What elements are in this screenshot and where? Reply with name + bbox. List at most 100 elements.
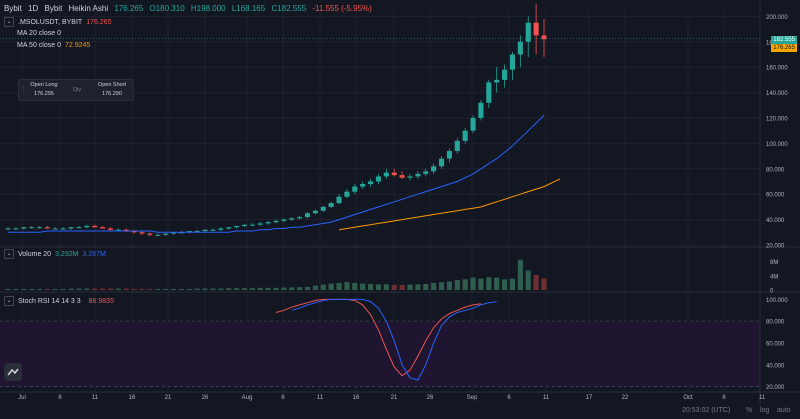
price-tick-label: 120.000 <box>766 116 788 122</box>
volume-bar <box>202 288 208 290</box>
candle-body <box>383 172 389 177</box>
volume-bar <box>360 283 366 290</box>
volume-bar <box>107 288 114 290</box>
volume-bar <box>438 282 445 290</box>
ohlc-change: -11.555 (-5.95%) <box>312 4 372 13</box>
stoch-d-line <box>275 298 481 377</box>
stoch-tick-label: 80.000 <box>766 320 785 326</box>
clock[interactable]: 20:53:02 (UTC) <box>682 407 731 414</box>
volume-bar <box>147 288 153 290</box>
candle-body <box>415 173 421 177</box>
candle-body <box>163 233 169 235</box>
open-short-button[interactable]: Open Short 176.290 <box>91 80 133 100</box>
chart-style-label[interactable]: Heikin Ashi <box>68 4 109 13</box>
candle-body <box>60 228 66 230</box>
volume-bar <box>5 288 11 290</box>
open-long-label: Open Long <box>30 82 58 88</box>
exchange-label[interactable]: Bybit <box>4 4 22 13</box>
volume-v1: 3.292M <box>55 250 79 258</box>
drag-handle-icon[interactable]: ⋮ <box>21 87 27 93</box>
volume-bar <box>265 287 271 290</box>
stoch-d: 86.9835 <box>88 297 114 305</box>
candle-body <box>202 229 208 232</box>
chevron-down-icon[interactable]: ⌄ <box>4 249 14 259</box>
volume-bar <box>470 277 476 290</box>
volume-bar <box>297 287 303 290</box>
last-price: 176.265 <box>114 4 144 13</box>
volume-bar <box>13 288 19 290</box>
ma50-line <box>339 178 561 231</box>
candle-body <box>273 220 279 223</box>
volume-bar <box>131 288 137 290</box>
candle-body <box>431 166 437 172</box>
candle-body <box>391 172 397 176</box>
candle-body <box>509 54 516 70</box>
chevron-down-icon[interactable]: ⌄ <box>4 17 14 27</box>
candle-body <box>454 140 460 151</box>
candle-body <box>226 227 232 229</box>
trade-panel: ⋮ Open Long 176.295 Qty Open Short 176.2… <box>18 79 134 101</box>
volume-bar <box>454 280 460 290</box>
time-tick-label: 17 <box>586 395 593 401</box>
qty-input[interactable]: Qty <box>72 87 82 93</box>
volume-bar <box>407 284 413 290</box>
volume-bar <box>194 288 200 290</box>
ma20-legend[interactable]: MA 20 close 0 <box>17 29 69 39</box>
volume-bar <box>502 279 508 290</box>
open-short-price: 176.290 <box>102 91 122 97</box>
time-tick-label: Oct <box>683 395 693 401</box>
volume-bar <box>170 288 177 290</box>
ohlc-c-label: C <box>271 4 278 13</box>
candle-body <box>249 224 255 226</box>
last-price-tag: 182.555 <box>771 36 797 44</box>
ohlc-c: 182.555 <box>277 4 307 13</box>
volume-bar <box>123 288 129 290</box>
candle-body <box>155 234 161 236</box>
volume-bar <box>226 288 232 290</box>
time-tick-label: 16 <box>353 395 360 401</box>
pane-separators <box>0 0 800 404</box>
stoch-k-line <box>291 298 497 381</box>
volume-bar <box>68 288 74 290</box>
candle-body <box>52 228 58 230</box>
ohlc-l-label: L <box>231 4 237 13</box>
volume-bar <box>84 288 90 290</box>
candle-body <box>517 41 523 55</box>
candle-body <box>139 232 145 234</box>
time-tick-label: Jul <box>18 395 26 401</box>
candle-body <box>210 229 216 231</box>
candle-body <box>446 151 452 159</box>
candle-body <box>170 232 177 234</box>
volume-v2: 3.287M <box>82 250 106 258</box>
chevron-down-icon[interactable]: ⌄ <box>4 296 14 306</box>
volume-bar <box>517 259 523 290</box>
auto-toggle[interactable]: auto <box>777 407 791 414</box>
candle-body <box>320 206 326 211</box>
candle-body <box>186 231 192 233</box>
candle-body <box>312 210 318 214</box>
volume-bar <box>383 284 389 290</box>
volume-bars <box>5 259 547 290</box>
candle-body <box>44 227 50 229</box>
candle-body <box>265 222 271 224</box>
candle-body <box>281 219 287 221</box>
candle-body <box>36 227 43 229</box>
log-toggle[interactable]: log <box>760 407 770 414</box>
candle-body <box>407 176 413 178</box>
candle-body <box>541 35 547 40</box>
ma50-legend[interactable]: MA 50 close 0 72.9245 <box>17 41 94 51</box>
interval-label[interactable]: 1D <box>28 4 39 13</box>
price-tick-label: 60.000 <box>766 193 785 199</box>
candle-body <box>502 69 508 80</box>
candle-body <box>289 218 295 220</box>
percent-toggle[interactable]: % <box>746 407 753 414</box>
volume-bar <box>509 278 516 290</box>
ohlc-o: 180.310 <box>155 4 185 13</box>
volume-bar <box>352 282 358 290</box>
open-long-button[interactable]: Open Long 176.295 <box>25 80 63 100</box>
volume-bar <box>44 288 50 290</box>
volume-bar <box>186 288 192 290</box>
volume-bar <box>399 285 405 290</box>
tradingview-logo-icon[interactable] <box>4 363 22 381</box>
